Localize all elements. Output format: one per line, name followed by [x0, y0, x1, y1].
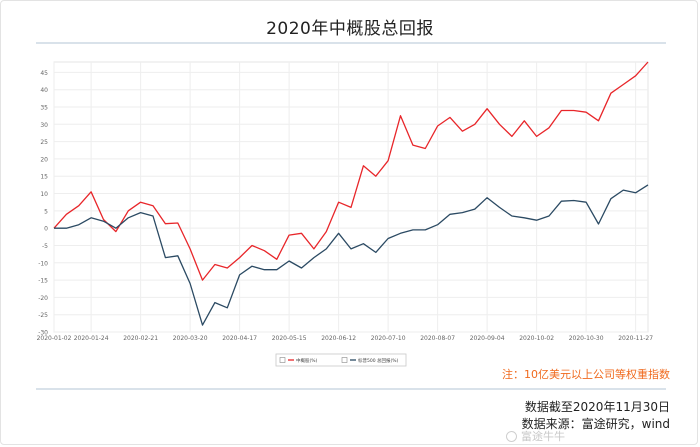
watermark-text: 富途牛牛	[521, 430, 565, 443]
x-tick-label: 2020-02-21	[123, 335, 158, 342]
legend-checkbox	[341, 357, 348, 363]
y-tick-label: -15	[38, 278, 48, 285]
x-tick-label: 2020-05-15	[272, 335, 307, 342]
chart-note: 注：10亿美元以上公司等权重指数	[502, 368, 670, 381]
x-tick-label: 2020-08-07	[420, 335, 455, 342]
y-tick-label: 15	[40, 174, 48, 181]
x-tick-label: 2020-03-20	[173, 335, 208, 342]
y-tick-label: -25	[38, 312, 48, 319]
y-tick-label: 40	[40, 87, 48, 94]
x-tick-label: 2020-09-04	[470, 335, 505, 342]
y-tick-label: 10	[40, 191, 48, 198]
legend-box	[275, 353, 407, 367]
y-tick-label: -20	[38, 295, 48, 302]
series-line-1	[53, 61, 649, 281]
y-tick-label: 25	[40, 139, 48, 146]
y-tick-label: -5	[42, 243, 48, 250]
y-tick-label: 5	[44, 208, 48, 215]
x-tick-label: 2020-01-24	[74, 335, 109, 342]
chart-legend: 中概股(%) 标普500 总回报(%)	[275, 353, 407, 367]
footer-divider	[36, 388, 666, 390]
y-tick-label: -10	[38, 260, 48, 267]
x-tick-label: 2020-07-10	[371, 335, 406, 342]
data-date-text: 数据截至2020年11月30日	[524, 400, 670, 414]
data-source-text: 数据来源：富途研究，wind	[521, 417, 670, 431]
x-tick-label: 2020-06-12	[321, 335, 356, 342]
y-tick-label: -30	[38, 330, 48, 337]
legend-label: 标普500 总回报(%)	[358, 357, 399, 364]
y-tick-label: 35	[40, 105, 48, 112]
legend-checkbox	[279, 357, 286, 363]
chart-grid	[53, 61, 649, 333]
x-tick-label: 2020-04-17	[222, 335, 257, 342]
page-title: 2020年中概股总回报	[266, 19, 434, 39]
futu-logo-icon	[506, 430, 517, 442]
x-tick-label: 2020-10-02	[519, 335, 554, 342]
y-axis: -30 -25 -20 -15 -10 -5 0 5 10 15 20 25 30 35 40 45	[38, 70, 48, 337]
series-lines	[53, 61, 649, 326]
watermark: 富途牛牛	[506, 428, 565, 444]
series-line-2	[54, 184, 649, 326]
title-divider	[36, 42, 666, 44]
y-tick-label: 30	[40, 122, 48, 129]
x-tick-label: 2020-01-02	[37, 335, 72, 342]
y-tick-label: 45	[40, 70, 48, 77]
y-tick-label: 20	[40, 156, 48, 163]
plot-area	[53, 61, 649, 333]
x-tick-label: 2020-11-27	[618, 335, 653, 342]
x-tick-label: 2020-10-30	[569, 335, 604, 342]
x-axis: 2020-01-02 2020-01-24 2020-02-21 2020-03-20…	[37, 335, 654, 342]
legend-label: 中概股(%)	[296, 357, 318, 364]
y-tick-label: 0	[44, 226, 48, 233]
line-chart: -30 -25 -20 -15 -10 -5 0 5 10 15 20 25 30 35 40 45 2020…	[37, 61, 654, 367]
